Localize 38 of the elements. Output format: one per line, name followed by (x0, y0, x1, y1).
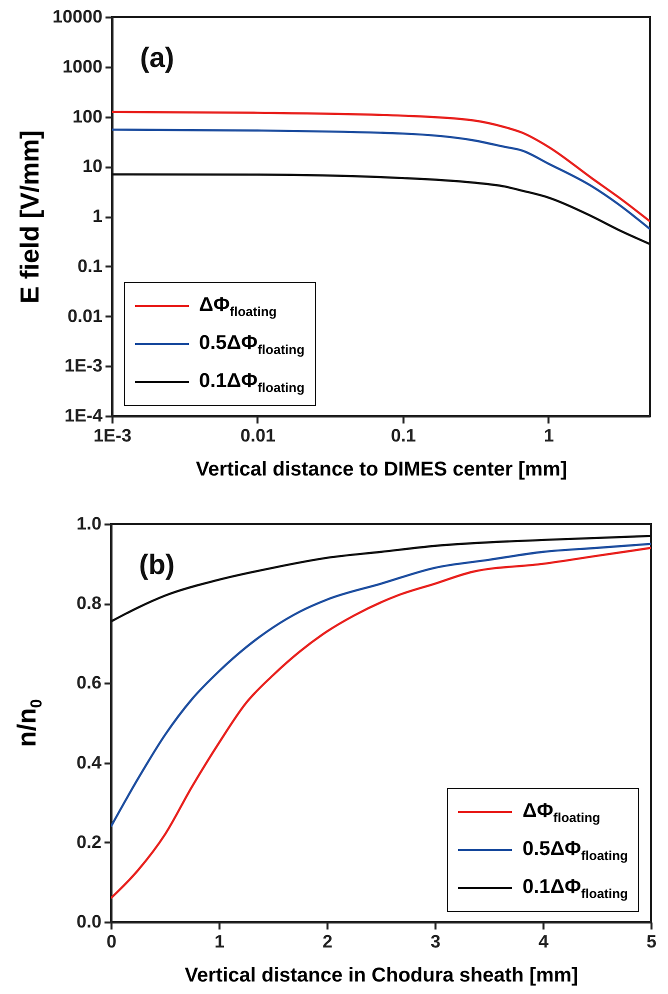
y-tick-label: 1000 (62, 56, 102, 76)
y-tick-label: 1E-3 (64, 356, 102, 376)
x-tick-label: 0.01 (240, 426, 276, 446)
line-series (111, 542, 651, 828)
x-tick-label: 3 (430, 932, 441, 952)
annotation: (b) (139, 549, 175, 580)
y-tick-label: 10000 (52, 6, 102, 26)
y-tick-label: 0.01 (67, 306, 102, 326)
line-series (111, 534, 651, 623)
y-tick-label: 1.0 (76, 514, 102, 534)
legend-label: ΔΦ$_{floating}$ (199, 294, 277, 318)
x-tick-label: 5 (646, 932, 657, 952)
y-tick-label: 0.8 (76, 593, 102, 614)
y-tick-label: 1E-4 (64, 406, 102, 426)
x-axis-title: Vertical distance in Chodura sheath [mm] (184, 964, 578, 986)
line-series (111, 546, 651, 900)
x-tick-label: 2 (322, 932, 333, 952)
legend-label: ΔΦ$_{floating}$ (522, 800, 600, 824)
x-tick-label: 0.1 (390, 426, 416, 446)
y-tick-label: 100 (72, 106, 102, 126)
y-tick-label: 0.4 (76, 752, 102, 772)
legend-label: 0.5ΔΦ$_{floating}$ (522, 838, 628, 862)
y-tick-label: 1 (92, 206, 102, 226)
y-tick-label: 0.1 (77, 256, 102, 276)
y-tick-label: 0.0 (76, 912, 102, 932)
y-tick-label: 0.2 (76, 832, 102, 852)
y-axis-title: E field [V/mm] (14, 130, 46, 304)
annotation: (a) (140, 42, 174, 73)
y-tick-label: 0.6 (76, 672, 102, 693)
x-tick-label: 4 (538, 932, 549, 952)
legend-label: 0.1ΔΦ$_{floating}$ (522, 876, 628, 900)
x-axis-title: Vertical distance to DIMES center [mm] (196, 458, 568, 480)
legend-label: 0.5ΔΦ$_{floating}$ (199, 332, 305, 356)
x-tick-label: 1 (544, 426, 554, 446)
x-tick-label: 1 (214, 932, 225, 952)
legend-label: 0.1ΔΦ$_{floating}$ (199, 370, 305, 394)
y-tick-label: 10 (82, 156, 102, 176)
x-tick-label: 0 (106, 932, 117, 952)
